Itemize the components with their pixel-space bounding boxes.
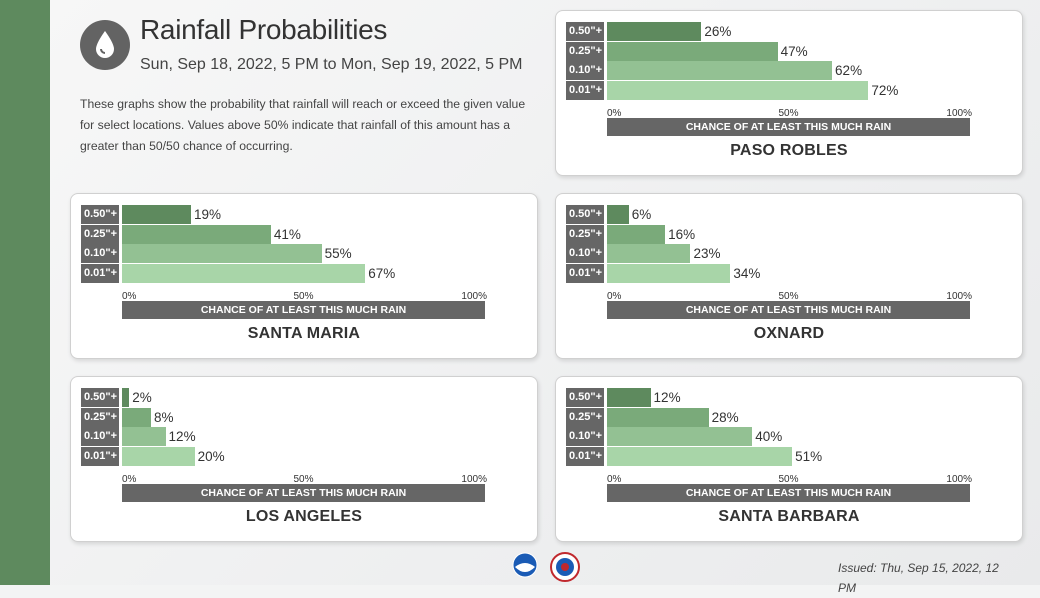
category-label: 0.01"+ — [566, 80, 604, 100]
issued-timestamp: Issued: Thu, Sep 15, 2022, 12 PM — [838, 561, 999, 595]
category-label: 0.10"+ — [81, 244, 119, 263]
data-label: 47% — [780, 43, 808, 59]
category-label: 0.01"+ — [566, 446, 604, 466]
data-label: 8% — [154, 409, 174, 425]
x-axis-title: CHANCE OF AT LEAST THIS MUCH RAIN — [607, 484, 970, 502]
data-label: 23% — [693, 246, 721, 261]
data-label: 41% — [273, 226, 301, 242]
data-label: 6% — [631, 207, 652, 222]
description: These graphs show the probability that r… — [80, 97, 526, 153]
data-label: 62% — [835, 63, 863, 78]
x-tick-label: 50% — [293, 291, 314, 302]
data-label: 12% — [168, 429, 196, 444]
category-label: 0.25"+ — [566, 407, 604, 427]
x-axis-title: CHANCE OF AT LEAST THIS MUCH RAIN — [122, 484, 485, 502]
location-name: SANTA MARIA — [247, 325, 361, 342]
raindrop-icon — [80, 20, 130, 70]
bar — [607, 224, 666, 244]
x-tick-label: 100% — [461, 291, 487, 302]
category-label: 0.01"+ — [566, 263, 604, 283]
chart-card: 0.50"+ 2% 0.25"+ 8% 0.10"+ 12% 0.01"+ 20% 0% 50% 1… — [70, 376, 538, 542]
x-tick-label: 0% — [607, 108, 622, 119]
bar — [122, 446, 195, 466]
category-label: 0.25"+ — [566, 224, 604, 244]
bar — [607, 22, 702, 41]
x-tick-label: 50% — [778, 291, 799, 302]
x-tick-label: 0% — [607, 474, 622, 485]
data-label: 28% — [711, 409, 739, 425]
category-label: 0.10"+ — [566, 427, 604, 446]
category-label: 0.50"+ — [81, 205, 119, 224]
bar — [607, 41, 778, 61]
x-tick-label: 0% — [607, 291, 622, 302]
bar — [122, 224, 271, 244]
category-label: 0.50"+ — [566, 205, 604, 224]
x-tick-label: 50% — [778, 474, 799, 485]
category-label: 0.01"+ — [81, 263, 119, 283]
bar — [607, 427, 753, 446]
bar — [607, 388, 651, 407]
category-label: 0.25"+ — [81, 407, 119, 427]
location-name: LOS ANGELES — [245, 508, 363, 525]
location-name: OXNARD — [753, 325, 825, 342]
x-tick-label: 100% — [946, 108, 972, 119]
bar — [122, 407, 152, 427]
category-label: 0.10"+ — [566, 61, 604, 80]
category-label: 0.01"+ — [81, 446, 119, 466]
page-title: Rainfall Probabilities — [140, 14, 388, 45]
category-label: 0.25"+ — [81, 224, 119, 244]
chart-card: 0.50"+ 12% 0.25"+ 28% 0.10"+ 40% 0.01"+ 51% 0% 50… — [555, 376, 1023, 542]
bar — [122, 244, 322, 263]
date-range: Sun, Sep 18, 2022, 5 PM to Mon, Sep 19, … — [140, 56, 523, 73]
bar — [607, 244, 691, 263]
nws-logo — [550, 552, 580, 587]
bar — [607, 80, 869, 100]
x-tick-label: 100% — [946, 474, 972, 485]
category-label: 0.50"+ — [566, 388, 604, 407]
data-label: 16% — [668, 226, 696, 242]
x-tick-label: 50% — [293, 474, 314, 485]
category-label: 0.10"+ — [566, 244, 604, 263]
chart-card: 0.50"+ 19% 0.25"+ 41% 0.10"+ 55% 0.01"+ 67% 0% 50… — [70, 193, 538, 359]
category-label: 0.25"+ — [566, 41, 604, 61]
bar — [607, 263, 731, 283]
x-tick-label: 0% — [122, 291, 137, 302]
location-name: PASO ROBLES — [730, 142, 848, 159]
bar — [122, 263, 366, 283]
x-axis-title: CHANCE OF AT LEAST THIS MUCH RAIN — [122, 301, 485, 319]
category-label: 0.10"+ — [81, 427, 119, 446]
x-tick-label: 100% — [946, 291, 972, 302]
data-label: 34% — [733, 265, 761, 281]
bar — [607, 407, 709, 427]
location-name: SANTA BARBARA — [718, 508, 860, 525]
x-axis-title: CHANCE OF AT LEAST THIS MUCH RAIN — [607, 118, 970, 136]
chart-card: 0.50"+ 6% 0.25"+ 16% 0.10"+ 23% 0.01"+ 34% 0% 50%… — [555, 193, 1023, 359]
data-label: 20% — [197, 448, 225, 464]
x-tick-label: 50% — [778, 108, 799, 119]
noaa-logo — [512, 552, 538, 583]
data-label: 72% — [871, 82, 899, 98]
bar — [122, 205, 191, 224]
x-tick-label: 100% — [461, 474, 487, 485]
bar — [122, 427, 166, 446]
data-label: 40% — [755, 429, 783, 444]
data-label: 26% — [704, 24, 732, 39]
data-label: 12% — [653, 390, 681, 405]
data-label: 2% — [132, 390, 152, 405]
bar — [607, 446, 793, 466]
bar — [122, 388, 130, 407]
bar — [607, 205, 629, 224]
bar — [607, 61, 833, 80]
x-axis-title: CHANCE OF AT LEAST THIS MUCH RAIN — [607, 301, 970, 319]
x-tick-label: 0% — [122, 474, 137, 485]
category-label: 0.50"+ — [81, 388, 119, 407]
category-label: 0.50"+ — [566, 22, 604, 41]
data-label: 55% — [324, 246, 352, 261]
data-label: 67% — [368, 265, 396, 281]
data-label: 19% — [193, 207, 221, 222]
chart-card: 0.50"+ 26% 0.25"+ 47% 0.10"+ 62% 0.01"+ 72% 0% 50… — [555, 10, 1023, 176]
data-label: 51% — [795, 448, 823, 464]
left-sidebar-strip — [0, 0, 50, 585]
